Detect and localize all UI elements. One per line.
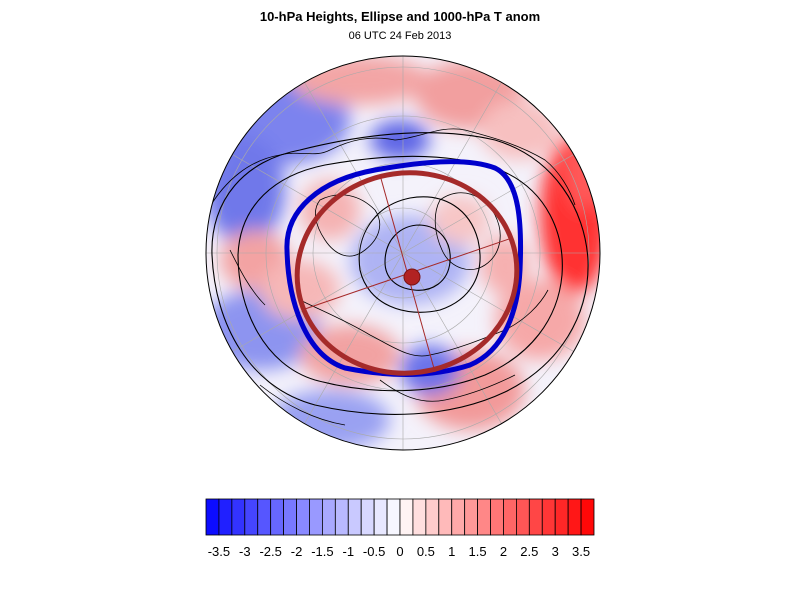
colorbar-box: [205, 498, 220, 536]
colorbar-tick-label: -1: [342, 544, 354, 559]
meridian-line: [402, 252, 574, 352]
meridian-line: [304, 82, 404, 254]
colorbar-box: [412, 498, 427, 536]
colorbar-box: [347, 498, 362, 536]
height-contours: [211, 132, 589, 415]
colorbar-tick-label: -3.5: [208, 544, 230, 559]
colorbar-box: [283, 498, 297, 536]
colorbar-tick-label: 1: [448, 544, 455, 559]
map-boundary: [205, 55, 601, 451]
colorbar-box: [270, 498, 284, 536]
colorbar-box: [528, 498, 543, 536]
colorbar-tick-label: 2.5: [520, 544, 538, 559]
colorbar-tick-label: 3.5: [572, 544, 590, 559]
colorbar-box: [360, 498, 375, 536]
colorbar-box: [257, 498, 272, 536]
colorbar-tick-label: -1.5: [311, 544, 333, 559]
colorbar-box: [321, 498, 336, 536]
colorbar-box: [503, 498, 517, 536]
temperature-anomaly-field: [206, 56, 600, 450]
colorbar-tick-label: -2.5: [259, 544, 281, 559]
colorbar-tick-label: 0.5: [417, 544, 435, 559]
colorbar-box: [580, 498, 595, 536]
colorbar-box: [438, 498, 453, 536]
colorbar-box: [554, 498, 569, 536]
meridian-line: [402, 252, 502, 424]
graticule: [206, 56, 600, 450]
colorbar-tick-label: 2: [500, 544, 507, 559]
colorbar-box: [334, 498, 349, 536]
colorbar-box: [309, 498, 323, 536]
plot-title: 10-hPa Heights, Ellipse and 1000-hPa T a…: [259, 9, 541, 24]
colorbar-box: [451, 498, 466, 536]
colorbar-box: [399, 498, 414, 536]
meridian-line: [232, 252, 404, 352]
colorbar-box: [490, 498, 504, 536]
colorbar-box: [477, 498, 491, 536]
colorbar-box: [464, 498, 478, 536]
vortex-ellipse: [294, 170, 520, 376]
colorbar-box: [296, 498, 310, 536]
colorbar-tick-label: 0: [396, 544, 403, 559]
colorbar-box: [373, 498, 388, 536]
plot-subtitle: 06 UTC 24 Feb 2013: [348, 30, 452, 42]
colorbar-boxes: [205, 498, 595, 536]
colorbar-tick-label: 3: [552, 544, 559, 559]
colorbar-tick-label: -2: [291, 544, 303, 559]
colorbar-tick-label: -3: [239, 544, 251, 559]
colorbar-box: [516, 498, 530, 536]
colorbar-box: [244, 498, 259, 536]
colorbar-tick-labels: -3.5 -3 -2.5 -2 -1.5 -1 -0.5 0 0.5 1 1.5 2 2.5 3 3.5: [208, 544, 590, 559]
colorbar-box: [231, 498, 246, 536]
vortex-edge-contour: [284, 159, 524, 377]
colorbar-box: [386, 498, 401, 536]
map-disk: [206, 56, 600, 450]
colorbar-box: [567, 498, 582, 536]
colorbar-box: [541, 498, 556, 536]
colorbar-box: [425, 498, 440, 536]
colorbar-box: [218, 498, 233, 536]
colorbar-tick-label: 1.5: [469, 544, 487, 559]
colorbar-tick-label: -0.5: [363, 544, 385, 559]
vortex-center-marker: [403, 268, 421, 286]
